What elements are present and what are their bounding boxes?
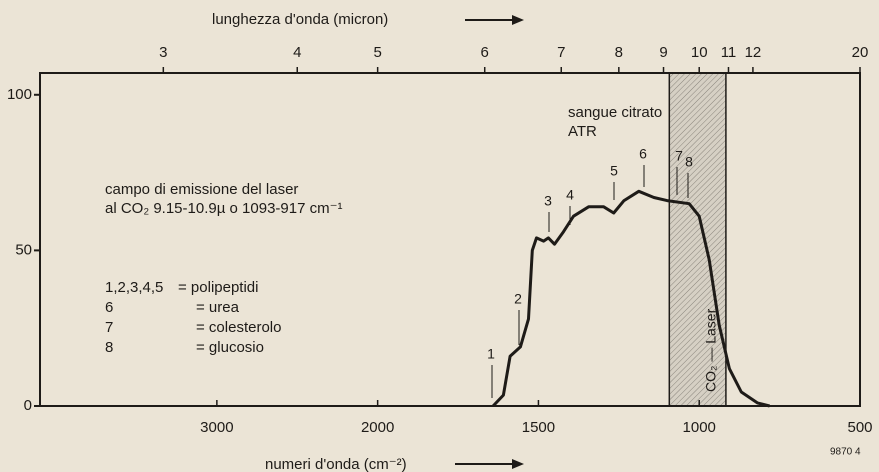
peak-label: 1 bbox=[487, 346, 495, 362]
peak-label: 6 bbox=[639, 146, 647, 162]
x2-tick-label: 11 bbox=[721, 44, 737, 61]
x-tick-label: 2000 bbox=[361, 419, 394, 436]
peak-label: 4 bbox=[566, 187, 574, 203]
x2-tick-label: 10 bbox=[691, 44, 708, 61]
y-tick-label: 0 bbox=[24, 397, 32, 414]
peak-label: 5 bbox=[610, 163, 618, 179]
legend-key: 7 bbox=[105, 319, 113, 336]
x-tick-label: 1000 bbox=[683, 419, 716, 436]
y-tick-label: 100 bbox=[7, 86, 32, 103]
x-axis-label: numeri d'onda (cm⁻²) bbox=[265, 456, 407, 472]
peak-label: 8 bbox=[685, 154, 693, 170]
y-tick-label: 50 bbox=[15, 241, 32, 258]
x2-tick-label: 20 bbox=[852, 44, 869, 61]
x-tick-label: 500 bbox=[847, 419, 872, 436]
x2-tick-label: 9 bbox=[659, 44, 667, 61]
x2-tick-label: 6 bbox=[481, 44, 489, 61]
peak-label: 7 bbox=[675, 148, 683, 164]
legend-key: 1,2,3,4,5 bbox=[105, 279, 163, 296]
x2-tick-label: 12 bbox=[745, 44, 762, 61]
x2-axis-label: lunghezza d'onda (micron) bbox=[212, 11, 388, 28]
x-tick-label: 3000 bbox=[200, 419, 233, 436]
legend-text: = colesterolo bbox=[196, 319, 281, 336]
laser-label: CO₂ — Laser bbox=[702, 308, 718, 392]
legend-text: = urea bbox=[196, 299, 240, 316]
legend-key: 6 bbox=[105, 299, 113, 316]
arrowhead bbox=[512, 459, 524, 469]
x2-tick-label: 5 bbox=[373, 44, 381, 61]
peak-label: 3 bbox=[544, 193, 552, 209]
x2-tick-label: 4 bbox=[293, 44, 301, 61]
x2-tick-label: 7 bbox=[557, 44, 565, 61]
emission-note: campo di emissione del laser bbox=[105, 181, 298, 198]
emission-note: al CO₂ 9.15-10.9µ o 1093-917 cm⁻¹ bbox=[105, 200, 343, 217]
arrowhead bbox=[512, 15, 524, 25]
laser-band bbox=[668, 72, 727, 407]
peak-label: 2 bbox=[514, 291, 522, 307]
legend-text: = polipeptidi bbox=[178, 279, 258, 296]
legend-key: 8 bbox=[105, 339, 113, 356]
legend-text: = glucosio bbox=[196, 339, 264, 356]
sample-label: sangue citrato bbox=[568, 104, 662, 121]
x2-tick-label: 3 bbox=[159, 44, 167, 61]
figure-code: 9870 4 bbox=[830, 447, 861, 458]
plot-frame bbox=[39, 72, 861, 407]
sample-label: ATR bbox=[568, 123, 597, 140]
x-tick-label: 1500 bbox=[522, 419, 555, 436]
spectrum-line bbox=[492, 189, 770, 408]
x2-tick-label: 8 bbox=[615, 44, 623, 61]
